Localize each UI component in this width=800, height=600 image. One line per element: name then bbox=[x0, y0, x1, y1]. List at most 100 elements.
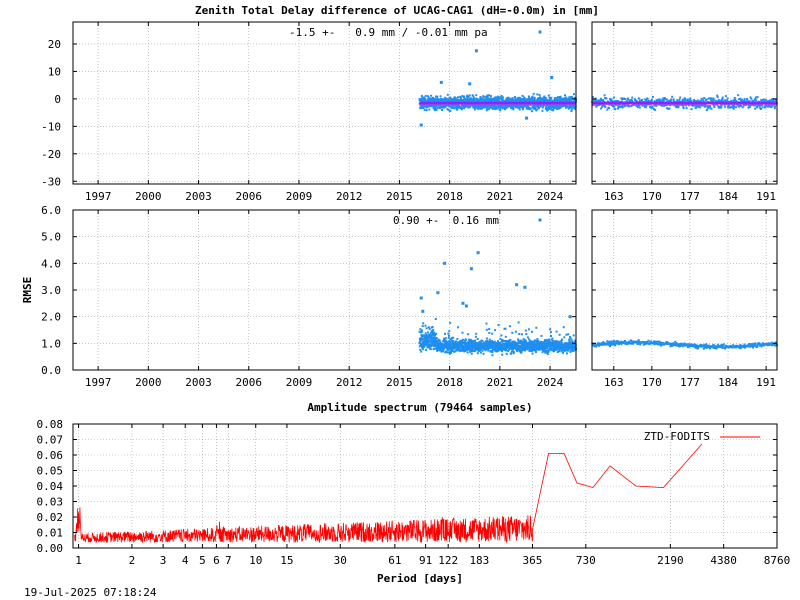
data-point bbox=[452, 340, 455, 343]
data-point bbox=[422, 343, 425, 346]
data-point bbox=[740, 98, 743, 101]
data-point bbox=[559, 106, 562, 109]
y-tick-label: 0.05 bbox=[37, 465, 64, 478]
x-tick-label: 163 bbox=[604, 190, 624, 203]
data-point bbox=[420, 94, 423, 97]
data-point bbox=[619, 105, 622, 108]
data-point bbox=[753, 98, 756, 101]
data-point bbox=[425, 327, 428, 330]
data-point bbox=[423, 96, 426, 99]
data-point bbox=[743, 343, 746, 346]
data-point bbox=[422, 106, 425, 109]
data-point bbox=[574, 107, 577, 110]
data-point bbox=[509, 339, 512, 342]
data-point bbox=[494, 329, 497, 332]
data-point bbox=[500, 97, 503, 100]
data-point bbox=[751, 345, 754, 347]
data-point bbox=[479, 340, 482, 343]
data-point bbox=[528, 98, 531, 101]
data-point bbox=[710, 97, 713, 100]
data-point bbox=[562, 104, 565, 107]
data-point bbox=[631, 96, 634, 99]
data-point bbox=[659, 342, 662, 345]
data-point bbox=[429, 340, 432, 343]
data-point bbox=[550, 96, 553, 99]
data-point bbox=[454, 97, 457, 100]
data-point bbox=[497, 340, 499, 343]
data-point bbox=[621, 105, 624, 108]
data-point bbox=[566, 346, 569, 349]
data-point bbox=[479, 96, 482, 99]
data-point bbox=[429, 331, 432, 334]
spectrum-title: Amplitude spectrum (79464 samples) bbox=[307, 401, 532, 414]
data-point bbox=[665, 98, 668, 101]
x-tick-label: 2012 bbox=[336, 376, 363, 389]
data-point bbox=[668, 342, 671, 345]
data-point bbox=[468, 348, 471, 351]
data-point bbox=[505, 352, 508, 355]
data-point bbox=[713, 344, 716, 347]
data-point bbox=[494, 104, 497, 107]
data-point bbox=[484, 344, 486, 347]
data-point bbox=[682, 99, 685, 102]
outlier-point bbox=[469, 267, 473, 271]
data-point bbox=[468, 94, 471, 97]
data-point bbox=[510, 342, 513, 345]
data-point bbox=[557, 105, 560, 108]
data-point bbox=[683, 97, 686, 100]
data-point bbox=[766, 104, 769, 107]
data-point bbox=[548, 346, 551, 349]
data-point bbox=[460, 100, 463, 103]
data-point bbox=[693, 99, 695, 102]
data-point bbox=[603, 104, 606, 106]
data-point bbox=[681, 343, 684, 346]
data-point bbox=[625, 343, 628, 346]
data-point bbox=[501, 345, 504, 348]
data-point bbox=[756, 96, 759, 99]
data-point bbox=[761, 106, 764, 109]
data-point bbox=[565, 349, 568, 352]
outlier-point bbox=[550, 76, 554, 79]
x-tick-label: 2021 bbox=[487, 190, 514, 203]
data-point bbox=[749, 343, 752, 346]
data-point bbox=[638, 106, 641, 109]
data-point bbox=[707, 106, 710, 109]
data-point bbox=[653, 340, 655, 343]
data-point bbox=[494, 96, 497, 99]
data-point bbox=[617, 107, 619, 110]
y-tick-label: 2.0 bbox=[41, 311, 61, 324]
data-point bbox=[533, 341, 535, 344]
data-point bbox=[745, 103, 748, 106]
data-point bbox=[641, 104, 644, 107]
x-tick-label: 3 bbox=[160, 554, 167, 567]
data-point bbox=[570, 110, 573, 113]
data-point bbox=[482, 106, 485, 109]
data-point bbox=[497, 324, 500, 327]
x-tick-label: 2009 bbox=[286, 376, 313, 389]
data-point bbox=[430, 94, 433, 97]
data-point bbox=[526, 347, 529, 350]
data-point bbox=[721, 96, 724, 99]
data-point bbox=[536, 339, 539, 342]
data-point bbox=[544, 340, 546, 343]
data-point bbox=[458, 99, 461, 102]
data-point bbox=[593, 103, 596, 106]
data-point bbox=[601, 105, 604, 108]
spectrum-line bbox=[74, 443, 703, 544]
data-point bbox=[604, 106, 607, 109]
data-point bbox=[451, 106, 453, 109]
data-point bbox=[566, 352, 568, 355]
data-point bbox=[550, 338, 553, 341]
data-point bbox=[472, 95, 475, 98]
data-point bbox=[544, 351, 547, 354]
data-point bbox=[486, 94, 489, 97]
data-point bbox=[627, 342, 630, 345]
data-point bbox=[509, 352, 512, 355]
x-tick-label: 2006 bbox=[236, 190, 263, 203]
x-tick-label: 191 bbox=[756, 190, 776, 203]
data-point bbox=[709, 347, 712, 350]
data-point bbox=[541, 106, 544, 109]
data-point bbox=[447, 336, 450, 339]
data-point bbox=[710, 99, 713, 102]
